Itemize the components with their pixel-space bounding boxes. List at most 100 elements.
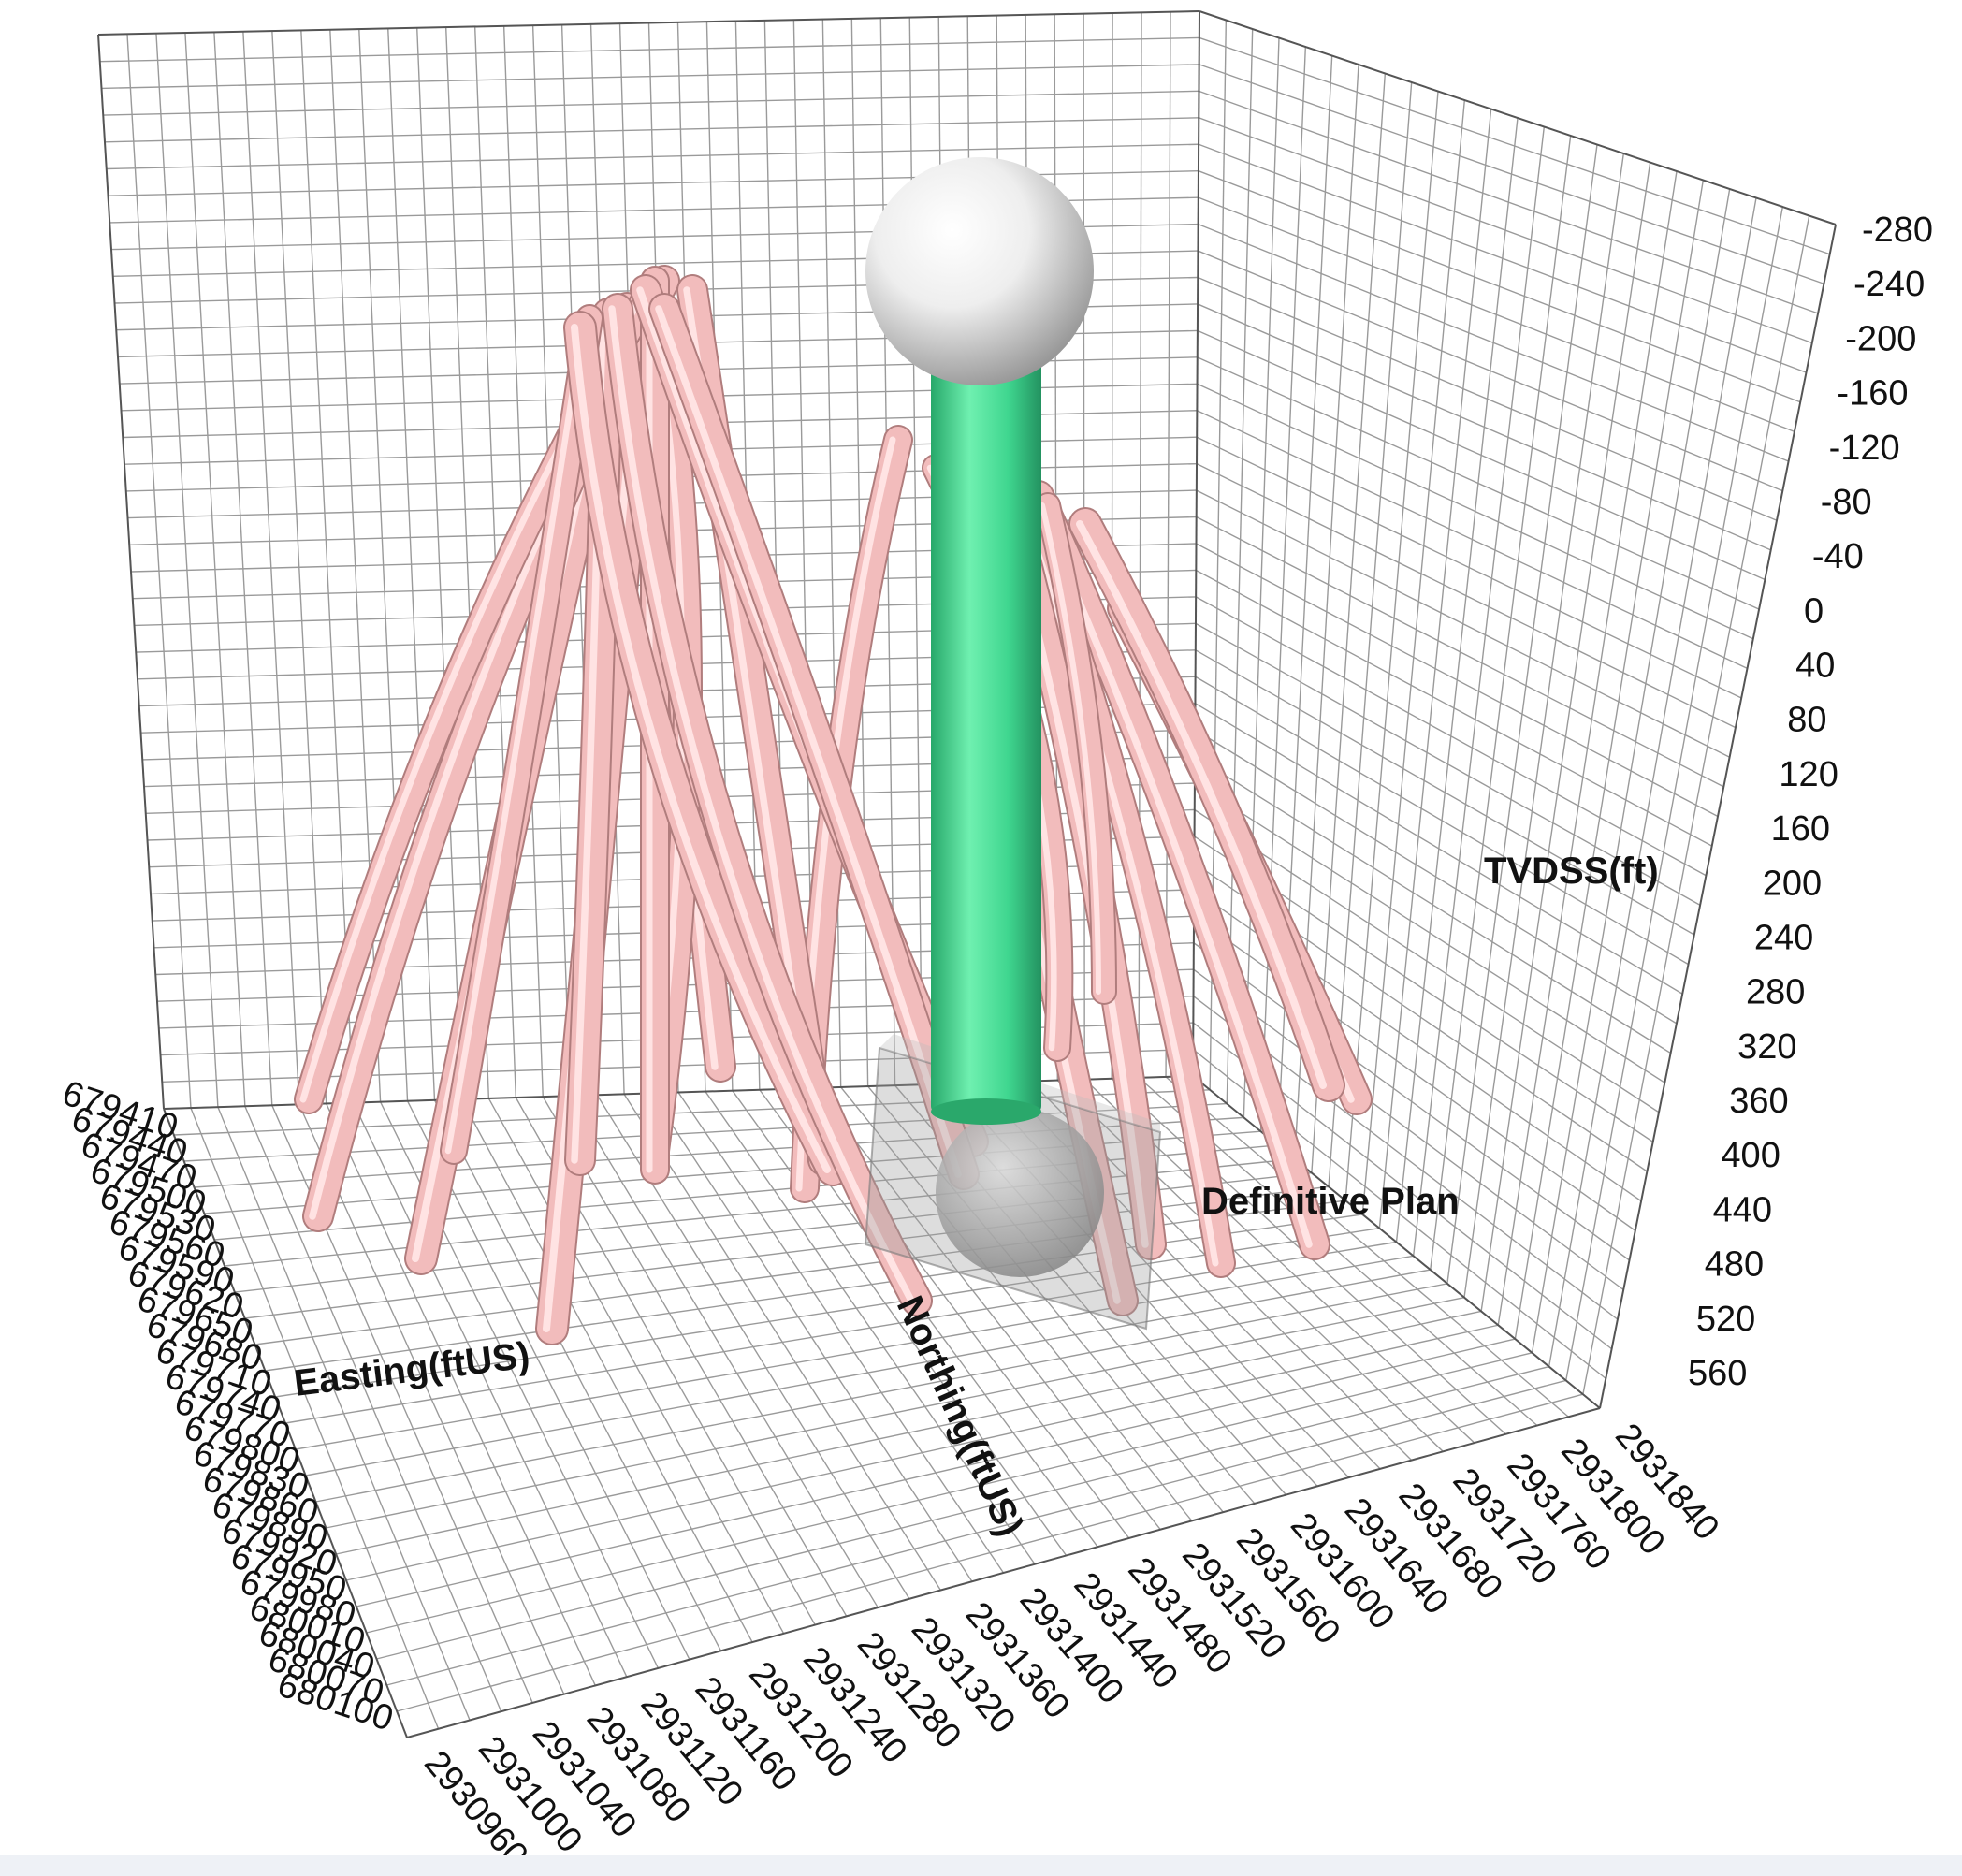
tvdss-tick-label: 80 [1787, 701, 1826, 740]
right-wall-grid-h-line [1197, 383, 1754, 640]
right-wall-grid-h-line [1199, 36, 1830, 255]
right-wall-grid-h-line [1195, 703, 1683, 995]
right-wall-grid-h-line [1196, 543, 1719, 818]
right-wall-grid-h-line [1195, 622, 1701, 906]
tvdss-tick-label: 440 [1713, 1190, 1772, 1229]
right-wall-grid-h-line [1197, 356, 1760, 610]
box-edge [1599, 224, 1837, 1409]
offset-well-highlight [444, 314, 588, 1155]
well-markers [864, 157, 1162, 1331]
tvdss-tick-label: -240 [1853, 265, 1925, 304]
back-wall-grid-h-line [101, 64, 1199, 90]
box-edge [97, 10, 1200, 36]
offset-well-highlight [1076, 520, 1327, 1089]
right-wall-grid-h-line [1194, 729, 1678, 1025]
tvdss-tick-label: -120 [1829, 429, 1900, 468]
right-wall-grid-h-line [1193, 942, 1630, 1261]
floor-grid-h-line [224, 1158, 1295, 1267]
right-wall-grid-h-line [1199, 117, 1813, 344]
right-wall-grid-h-line [1197, 329, 1766, 581]
right-wall-grid-h-line [1194, 808, 1660, 1113]
floor-grid-h-line [305, 1269, 1431, 1476]
right-wall-grid-h-line [1193, 915, 1636, 1231]
tvdss-tick-label: 520 [1696, 1300, 1755, 1339]
offset-well-tube [565, 313, 848, 1185]
tvdss-tick-label: 320 [1737, 1027, 1796, 1067]
offset-well-tube [1037, 494, 1115, 1003]
right-wall-grid-h-line [1195, 596, 1707, 877]
right-wall-grid-h-line [1199, 64, 1824, 284]
right-wall-grid-h-line [1195, 676, 1689, 966]
floor-grid-h-line [315, 1283, 1448, 1503]
right-wall-grid-h-line [1198, 223, 1789, 462]
offset-well-tube [1070, 509, 1344, 1100]
offset-well-tube [603, 295, 931, 1315]
floor-grid-h-line [265, 1214, 1363, 1372]
back-wall-grid-h-line [99, 36, 1199, 63]
floor-grid-h-line [376, 1365, 1549, 1660]
offset-well-highlight [1039, 502, 1101, 995]
planned-well-bottom-cap [931, 1098, 1041, 1125]
floor-grid-h-line [356, 1338, 1516, 1607]
box-edge [163, 1108, 408, 1738]
box-edge [406, 1407, 1601, 1738]
floor-grid-h-line [183, 1102, 1228, 1162]
floor-grid-h-line [386, 1379, 1566, 1686]
right-wall-grid-h-line [1195, 569, 1713, 847]
right-wall-grid-h-line [1196, 489, 1730, 758]
tvdss-tick-label: 160 [1771, 809, 1830, 849]
floor-grid-h-line [275, 1228, 1380, 1398]
floor-grid-h-line [326, 1296, 1465, 1529]
right-wall-grid-h-line [1194, 782, 1665, 1083]
tvdss-axis-title: TVDSS(ft) [1484, 851, 1659, 892]
tvdss-tick-label: 400 [1721, 1136, 1780, 1175]
right-wall-grid-h-line [1199, 90, 1819, 314]
right-wall-grid-h-line [1198, 170, 1801, 403]
right-wall-grid-h-line [1193, 968, 1624, 1291]
box-edge [1199, 10, 1837, 225]
back-wall-grid-h-line [103, 90, 1199, 116]
right-wall-grid-h-line [1197, 303, 1771, 551]
floor-grid-h-line [295, 1255, 1414, 1450]
right-wall-grid-h-line [1198, 196, 1795, 433]
tvdss-tick-label: -40 [1812, 537, 1864, 576]
definitive-plan-label: Definitive Plan [1201, 1181, 1460, 1222]
tvdss-tick-label: 240 [1754, 918, 1813, 957]
tvdss-tick-label: 360 [1729, 1082, 1788, 1121]
back-wall-grid-h-line [104, 117, 1199, 143]
right-wall-grid-h-line [1195, 649, 1695, 936]
tvdss-tick-label: 200 [1763, 864, 1822, 903]
tvdss-tick-label: 280 [1746, 973, 1805, 1012]
floor [164, 1076, 1600, 1738]
tvdss-tick-label: -160 [1837, 374, 1908, 414]
tvdss-tick-label: 120 [1779, 755, 1838, 794]
box-edge [1192, 1075, 1601, 1409]
bottom-sphere [936, 1109, 1104, 1277]
offset-well-highlight [608, 305, 915, 1304]
right-wall-grid-h-line [1196, 463, 1737, 729]
right-wall-grid-h-line [1197, 410, 1748, 670]
right-wall-grid-h-line [1198, 143, 1807, 373]
tvdss-tick-label: 480 [1705, 1245, 1764, 1285]
right-wall-grid-h-line [1194, 756, 1671, 1054]
tvdss-tick-label: 560 [1688, 1354, 1747, 1393]
tvdss-tick-label: -80 [1821, 483, 1872, 522]
box-edge [97, 34, 165, 1110]
floor-grid-h-line [345, 1324, 1499, 1581]
tvdss-tick-label: 40 [1795, 647, 1835, 686]
right-wall-grid-h-line [1196, 516, 1724, 788]
tvdss-tick-label: -280 [1862, 211, 1933, 250]
offset-well-highlight [1010, 483, 1219, 1267]
offset-well-tube [1025, 482, 1329, 1258]
tvdss-tick-label: 0 [1804, 591, 1824, 631]
offset-well-tube [442, 306, 602, 1163]
offset-well-highlight [571, 324, 831, 1173]
back-wall-grid-h-line [106, 143, 1199, 170]
planned-well-tube [931, 346, 1041, 1113]
floor-grid-h-line [336, 1310, 1482, 1555]
floor-grid-h-line [366, 1352, 1533, 1634]
window-bottom-bar [0, 1855, 1962, 1876]
right-wall-grid-h-line [1198, 250, 1783, 492]
right-wall-grid-h-line [1196, 436, 1742, 699]
